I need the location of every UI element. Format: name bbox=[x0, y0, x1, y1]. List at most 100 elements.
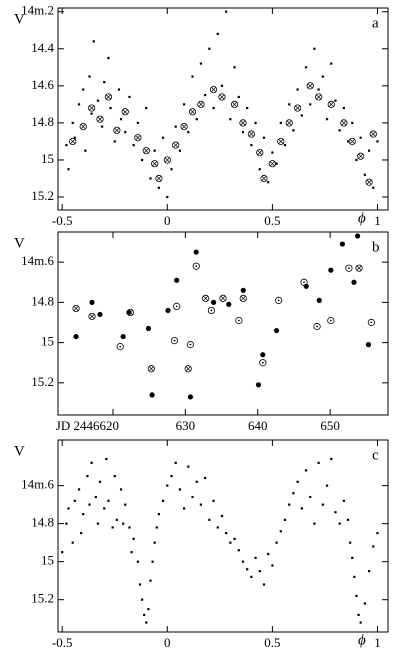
ring bbox=[230, 100, 239, 108]
data-point bbox=[124, 131, 127, 134]
data-point bbox=[267, 552, 270, 556]
cross bbox=[89, 105, 95, 111]
data-point bbox=[107, 56, 110, 60]
data-point bbox=[153, 541, 156, 544]
data-point bbox=[273, 327, 280, 334]
data-point bbox=[246, 568, 249, 571]
ring bbox=[186, 341, 195, 349]
data-point bbox=[88, 312, 96, 321]
data-point bbox=[174, 461, 177, 464]
data-point bbox=[113, 140, 116, 143]
ring bbox=[188, 108, 197, 116]
y-axis-label: V bbox=[14, 11, 25, 27]
data-point bbox=[115, 518, 118, 521]
ring bbox=[260, 174, 268, 183]
data-point bbox=[229, 541, 232, 544]
center-dot bbox=[329, 319, 332, 322]
data-point bbox=[193, 249, 199, 255]
ring bbox=[180, 123, 188, 131]
ring bbox=[113, 126, 121, 134]
ring bbox=[151, 160, 159, 168]
data-point bbox=[155, 174, 163, 183]
data-point bbox=[216, 526, 219, 529]
data-point bbox=[90, 112, 93, 115]
y-tick-label: 15 bbox=[41, 334, 54, 349]
ring bbox=[275, 296, 283, 304]
data-point bbox=[174, 125, 177, 128]
data-point bbox=[132, 537, 135, 540]
data-point bbox=[262, 136, 266, 139]
data-point bbox=[207, 306, 216, 315]
cross bbox=[148, 366, 154, 372]
data-point bbox=[254, 556, 257, 559]
x-tick-label: 1 bbox=[374, 213, 381, 228]
data-point bbox=[132, 144, 135, 147]
x-tick-label: 0.5 bbox=[264, 213, 280, 228]
data-point bbox=[260, 174, 268, 183]
data-point bbox=[229, 118, 232, 121]
cross bbox=[203, 295, 209, 301]
ring bbox=[313, 322, 321, 331]
y-tick-label: 15.2 bbox=[31, 188, 54, 203]
data-point bbox=[117, 88, 121, 91]
data-point bbox=[96, 522, 100, 525]
cross bbox=[190, 109, 195, 115]
y-tick-label: 14.6 bbox=[31, 77, 54, 92]
data-point bbox=[355, 594, 358, 597]
cross bbox=[261, 176, 267, 181]
data-point bbox=[69, 137, 77, 146]
data-point bbox=[241, 560, 245, 563]
data-point bbox=[246, 106, 249, 110]
data-point bbox=[225, 532, 228, 535]
data-point bbox=[237, 549, 240, 552]
data-point bbox=[161, 499, 165, 502]
ring bbox=[147, 365, 155, 373]
data-point bbox=[275, 541, 278, 544]
data-point bbox=[372, 186, 375, 189]
data-point bbox=[304, 469, 308, 472]
data-point bbox=[61, 551, 64, 554]
data-point bbox=[67, 168, 70, 171]
data-point bbox=[351, 279, 357, 285]
cross bbox=[356, 265, 362, 271]
ring bbox=[121, 108, 129, 116]
cross bbox=[269, 161, 275, 167]
data-point bbox=[90, 461, 93, 464]
data-point bbox=[313, 322, 321, 331]
data-point bbox=[155, 526, 158, 529]
data-point bbox=[328, 267, 334, 273]
data-point bbox=[124, 503, 127, 506]
ring bbox=[218, 93, 226, 101]
data-point bbox=[321, 75, 324, 78]
data-point bbox=[89, 299, 95, 305]
data-point bbox=[187, 394, 194, 400]
data-point bbox=[145, 106, 148, 110]
data-point bbox=[338, 522, 341, 525]
data-point bbox=[372, 545, 375, 548]
data-point bbox=[321, 503, 324, 506]
ring bbox=[104, 93, 113, 101]
y-tick-label: 15 bbox=[41, 151, 54, 166]
data-point bbox=[233, 66, 236, 69]
data-point bbox=[170, 168, 173, 171]
cross bbox=[105, 94, 111, 100]
data-point bbox=[288, 103, 291, 106]
data-point bbox=[357, 613, 360, 616]
data-point bbox=[138, 583, 142, 586]
cross bbox=[240, 295, 246, 301]
cross bbox=[349, 138, 355, 144]
data-point bbox=[121, 108, 129, 116]
data-point bbox=[250, 575, 253, 578]
data-point bbox=[120, 333, 126, 340]
data-point bbox=[173, 302, 181, 311]
center-dot bbox=[210, 309, 213, 312]
data-point bbox=[219, 294, 227, 302]
data-point bbox=[65, 522, 68, 525]
cross bbox=[143, 148, 149, 154]
data-point bbox=[77, 488, 81, 491]
data-point bbox=[174, 277, 180, 283]
ring bbox=[69, 137, 77, 146]
data-point bbox=[256, 148, 264, 157]
data-point bbox=[300, 507, 303, 510]
data-point bbox=[262, 583, 266, 586]
